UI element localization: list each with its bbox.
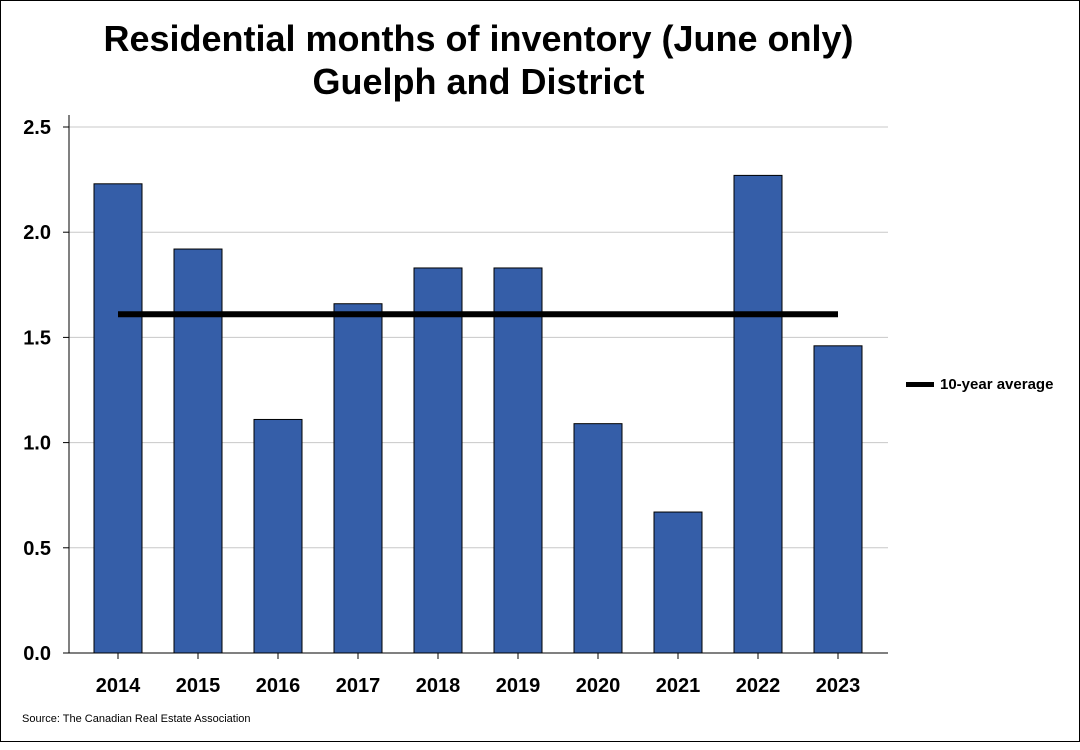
y-tick-label: 1.0 xyxy=(23,433,51,455)
legend-swatch-average xyxy=(906,382,934,387)
bar-2018 xyxy=(413,267,463,654)
x-tick-label-2021: 2021 xyxy=(656,675,701,697)
bar-2017 xyxy=(333,303,383,654)
bar-2016 xyxy=(253,418,303,654)
chart-title: Residential months of inventory (June on… xyxy=(1,17,956,103)
chart-title-line1: Residential months of inventory (June on… xyxy=(103,18,854,59)
x-tick-label-2019: 2019 xyxy=(496,675,541,697)
legend-label-average: 10-year average xyxy=(940,376,1054,393)
chart-title-line2: Guelph and District xyxy=(312,61,645,102)
y-tick-label: 0.0 xyxy=(23,643,51,665)
legend: 10-year average xyxy=(906,376,1053,393)
x-tick-label-2014: 2014 xyxy=(96,675,141,697)
x-tick-label-2017: 2017 xyxy=(336,675,381,697)
x-tick-label-2016: 2016 xyxy=(256,675,301,697)
y-tick-label: 2.0 xyxy=(23,222,51,244)
source-note: Source: The Canadian Real Estate Associa… xyxy=(22,713,251,725)
bar-2019 xyxy=(493,267,543,654)
bar-2015 xyxy=(173,248,223,654)
bar-2021 xyxy=(653,511,703,654)
x-tick-label-2020: 2020 xyxy=(576,675,621,697)
x-tick-label-2022: 2022 xyxy=(736,675,781,697)
bar-2022 xyxy=(733,174,783,654)
bar-2014 xyxy=(93,183,143,654)
x-tick-label-2023: 2023 xyxy=(816,675,861,697)
y-tick-label: 0.5 xyxy=(23,538,51,560)
bar-2023 xyxy=(813,345,863,654)
y-tick-label: 2.5 xyxy=(23,117,51,139)
x-tick-label-2018: 2018 xyxy=(416,675,461,697)
y-tick-label: 1.5 xyxy=(23,327,51,349)
bar-2020 xyxy=(573,423,623,654)
x-tick-label-2015: 2015 xyxy=(176,675,221,697)
